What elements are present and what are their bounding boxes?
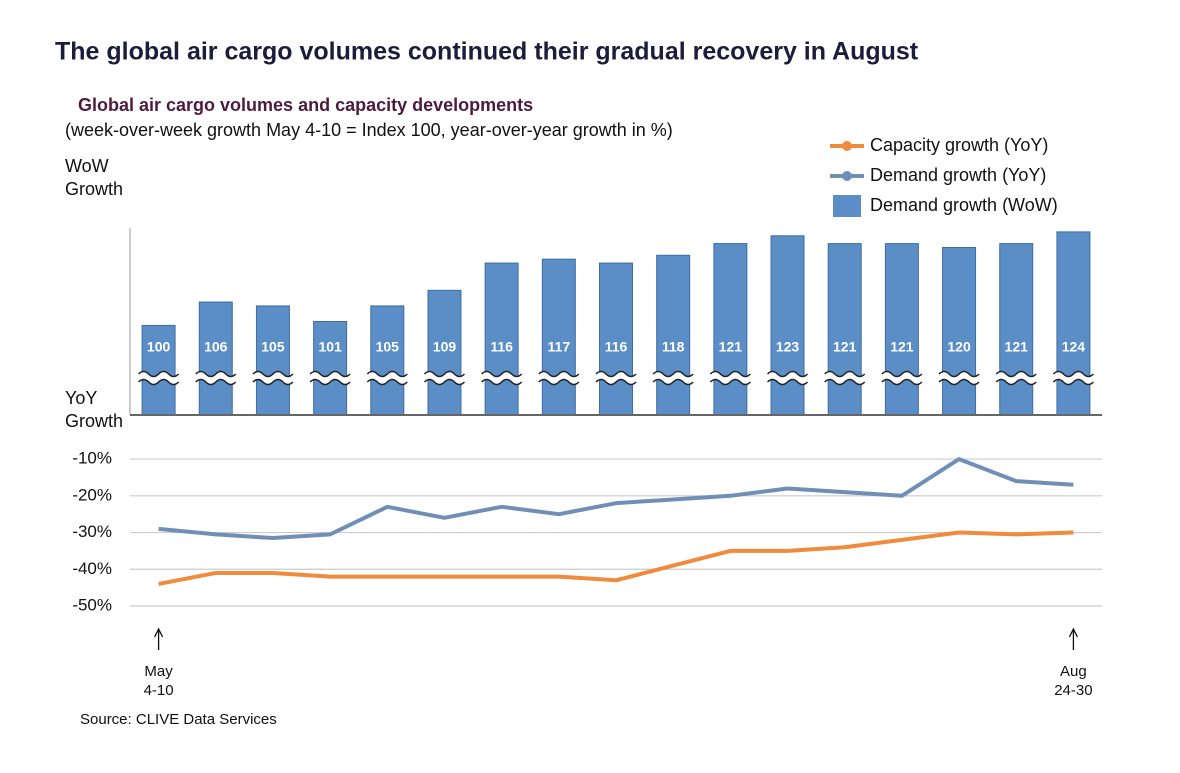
axis-break [366, 378, 408, 386]
axis-break [1052, 378, 1094, 386]
chart-title: The global air cargo volumes continued t… [55, 38, 919, 66]
axis-break [423, 378, 466, 386]
axis-break [652, 370, 694, 378]
bar-value-label: 118 [662, 339, 685, 355]
bar [255, 305, 290, 416]
y-tick-label: -40% [72, 559, 112, 578]
bar-value-label: 121 [1005, 339, 1029, 355]
y-tick-label: -20% [72, 485, 112, 504]
axis-break [1052, 370, 1094, 378]
legend-label: Demand growth (WoW) [870, 195, 1058, 215]
axis-break [366, 370, 408, 378]
axis-break [195, 378, 237, 386]
axis-break [481, 370, 523, 378]
axis-break [652, 378, 694, 386]
axis-break [538, 370, 580, 378]
bar [484, 262, 519, 416]
bar [942, 246, 977, 416]
bar-value-label: 100 [147, 339, 171, 355]
axis-break [766, 378, 809, 386]
source: Source: CLIVE Data Services [80, 711, 277, 728]
axis-break [709, 378, 751, 386]
bar [599, 262, 633, 416]
y-axis-label: WoW Growth [65, 156, 124, 199]
arrow [1068, 627, 1078, 650]
bar-value-label: 123 [776, 339, 800, 355]
note: (week-over-week growth May 4-10 = Index … [65, 120, 673, 140]
y2-axis-label: YoY Growth [65, 388, 124, 431]
axis-break [538, 378, 580, 386]
bar-value-label: 124 [1062, 339, 1086, 355]
bar [656, 254, 691, 416]
axis-break [195, 370, 237, 378]
bar-value-label: 121 [833, 339, 857, 355]
axis-break [423, 370, 466, 378]
y-tick-label: -50% [72, 595, 112, 614]
bar-value-label: 116 [490, 339, 513, 355]
bar [1056, 231, 1091, 416]
axis-break [138, 378, 180, 386]
legend-label: Capacity growth (YoY) [870, 135, 1048, 155]
axis-break [309, 370, 351, 378]
line-series [158, 457, 1074, 541]
bar [827, 243, 862, 416]
bar [884, 243, 919, 416]
bar [427, 289, 462, 416]
bar [770, 235, 805, 416]
axis-break [709, 370, 751, 378]
axis-break [766, 370, 809, 378]
bar [198, 301, 233, 416]
legend-swatch [842, 171, 852, 181]
axis-break [995, 370, 1037, 378]
axis-break [824, 370, 866, 378]
bar [541, 258, 576, 416]
axis-break [138, 370, 180, 378]
arrow [154, 627, 164, 650]
y-tick-label: -30% [72, 522, 112, 541]
axis-break [995, 378, 1037, 386]
bar-value-label: 116 [605, 339, 628, 355]
x-tick-label: May 4-10 [143, 663, 174, 699]
axis-break [595, 378, 637, 386]
bar-value-label: 105 [376, 339, 400, 355]
bar-value-label: 121 [890, 339, 914, 355]
axis-break [481, 378, 523, 386]
bar-value-label: 109 [433, 339, 457, 355]
y-tick-label: -10% [72, 449, 112, 468]
bar [370, 305, 405, 416]
bar-value-label: 106 [204, 339, 228, 355]
line-series [158, 530, 1074, 586]
bar-value-label: 101 [318, 339, 342, 355]
axis-break [824, 378, 866, 386]
bar [713, 243, 748, 416]
axis-break [938, 370, 980, 378]
legend-label: Demand growth (YoY) [870, 165, 1046, 185]
subtitle: Global air cargo volumes and capacity de… [78, 95, 533, 115]
axis-break [938, 378, 980, 386]
bar-value-label: 121 [719, 339, 743, 355]
legend-swatch [833, 195, 861, 217]
legend-swatch [842, 141, 852, 151]
x-tick-label: Aug 24-30 [1054, 663, 1093, 699]
bar [313, 321, 348, 416]
axis-break [881, 378, 923, 386]
bar-value-label: 120 [947, 339, 971, 355]
axis-break [595, 370, 637, 378]
axis-break [881, 370, 923, 378]
axis-break [252, 378, 294, 386]
bar [999, 243, 1034, 416]
bar-value-label: 117 [548, 339, 571, 355]
bar-value-label: 105 [261, 339, 285, 355]
axis-break [309, 378, 351, 386]
axis-break [252, 370, 294, 378]
